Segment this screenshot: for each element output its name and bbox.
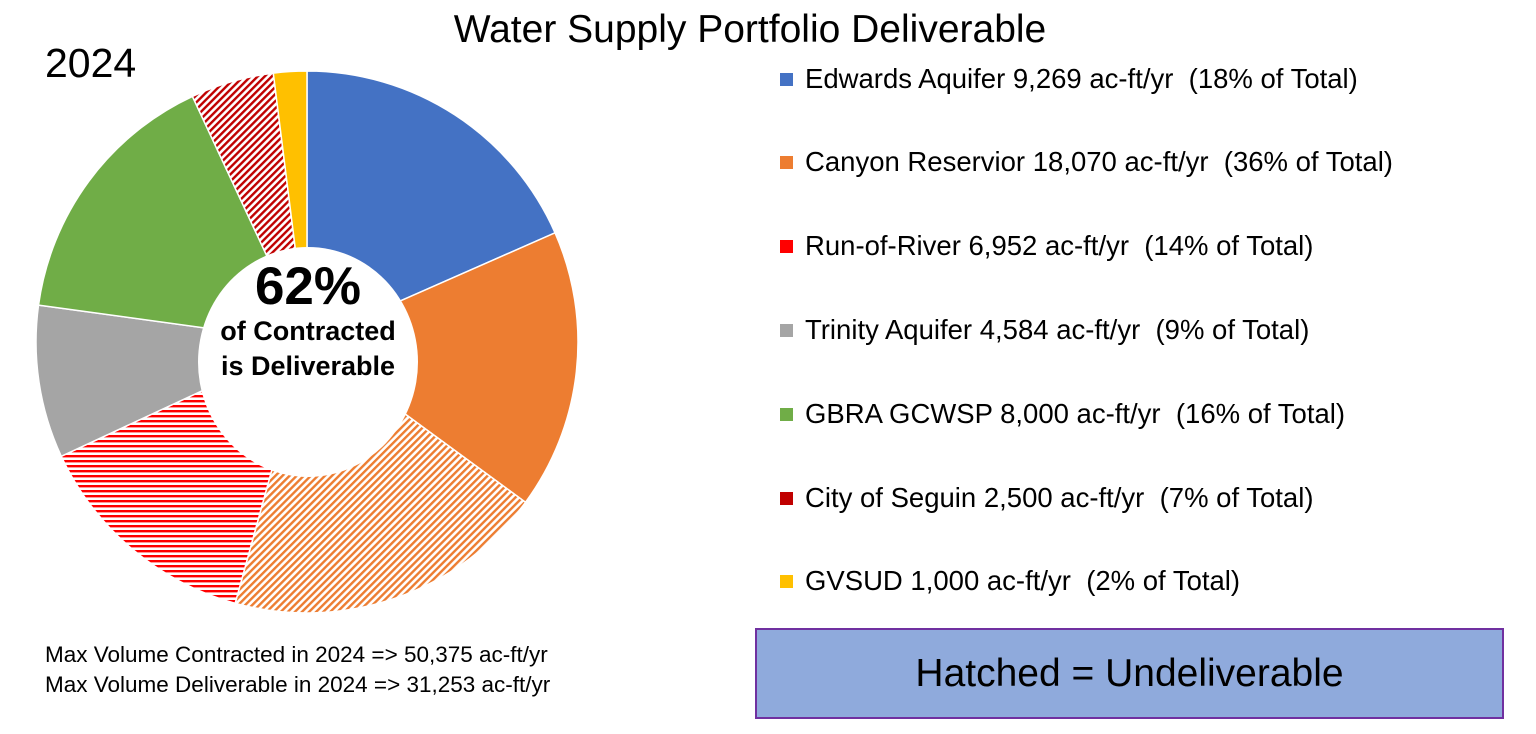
legend-item: Canyon Reservior 18,070 ac-ft/yr (36% of…	[780, 146, 1393, 178]
legend-item: Run-of-River 6,952 ac-ft/yr (14% of Tota…	[780, 230, 1313, 262]
legend-swatch	[780, 574, 793, 588]
legend-label: City of Seguin 2,500 ac-ft/yr (7% of Tot…	[805, 482, 1314, 513]
legend-label: GVSUD 1,000 ac-ft/yr (2% of Total)	[805, 565, 1241, 596]
legend-item: GVSUD 1,000 ac-ft/yr (2% of Total)	[780, 565, 1240, 597]
legend-item: GBRA GCWSP 8,000 ac-ft/yr (16% of Total)	[780, 398, 1345, 430]
hatch-legend-text: Hatched = Undeliverable	[915, 651, 1344, 695]
note-contracted: Max Volume Contracted in 2024 => 50,375 …	[45, 642, 548, 667]
center-line-1: of Contracted	[220, 316, 396, 346]
legend-label: GBRA GCWSP 8,000 ac-ft/yr (16% of Total)	[805, 398, 1346, 429]
chart-title: Water Supply Portfolio Deliverable	[453, 8, 1047, 51]
legend-swatch	[780, 323, 793, 337]
legend-swatch	[780, 239, 793, 253]
legend-item: Edwards Aquifer 9,269 ac-ft/yr (18% of T…	[780, 63, 1358, 95]
legend-label: Run-of-River 6,952 ac-ft/yr (14% of Tota…	[805, 230, 1314, 261]
legend-label: Trinity Aquifer 4,584 ac-ft/yr (9% of To…	[805, 314, 1310, 345]
slice-canyon-reservior-deliverable	[305, 231, 579, 504]
legend-label: Canyon Reservior 18,070 ac-ft/yr (36% of…	[805, 146, 1393, 177]
legend-swatch	[780, 491, 793, 505]
center-percent: 62%	[254, 257, 362, 316]
note-deliverable: Max Volume Deliverable in 2024 => 31,253…	[45, 672, 551, 697]
center-line-2: is Deliverable	[220, 351, 396, 381]
hatch-legend-box: Hatched = Undeliverable	[755, 628, 1504, 719]
legend-item: Trinity Aquifer 4,584 ac-ft/yr (9% of To…	[780, 314, 1309, 346]
donut-hole	[198, 247, 418, 477]
legend-swatch	[780, 407, 793, 421]
legend-swatch	[780, 72, 793, 86]
legend-swatch	[780, 155, 793, 169]
legend-label: Edwards Aquifer 9,269 ac-ft/yr (18% of T…	[805, 63, 1358, 94]
year-label: 2024	[45, 40, 137, 86]
legend-item: City of Seguin 2,500 ac-ft/yr (7% of Tot…	[780, 482, 1313, 514]
